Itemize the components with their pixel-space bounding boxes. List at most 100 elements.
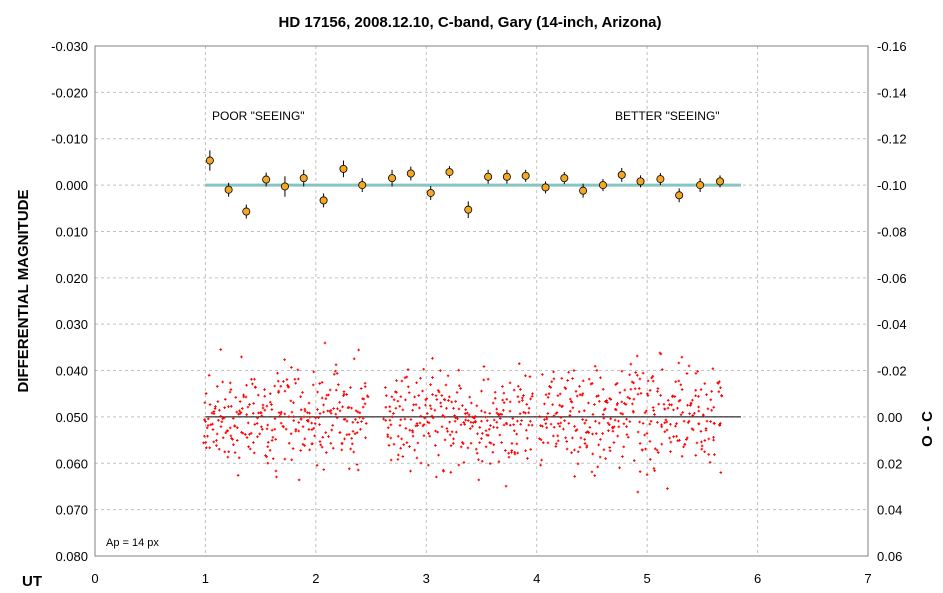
x-axis-tick-labels: 0 1 2 3 4 5 6 7 — [91, 571, 871, 586]
raw-observation-point — [336, 407, 339, 411]
raw-observation-point — [293, 378, 297, 381]
raw-observation-point — [478, 441, 481, 444]
raw-observation-point — [653, 413, 656, 416]
raw-observation-point — [680, 355, 684, 359]
raw-observation-point — [473, 415, 477, 418]
raw-observation-point — [434, 394, 438, 397]
raw-observation-point — [396, 399, 400, 403]
raw-observation-point — [287, 415, 291, 418]
raw-observation-point — [630, 380, 634, 384]
raw-observation-point — [614, 383, 618, 386]
raw-observation-point — [459, 423, 463, 427]
raw-observation-point — [697, 405, 700, 409]
raw-observation-point — [544, 393, 548, 397]
raw-observation-point — [678, 398, 682, 402]
binned-point — [656, 175, 665, 184]
raw-observation-point — [331, 446, 335, 450]
grid — [95, 46, 868, 556]
raw-observation-point — [252, 402, 255, 405]
raw-observation-point — [279, 412, 283, 416]
raw-observation-point — [688, 412, 691, 415]
raw-observation-point — [527, 406, 531, 410]
raw-observation-point — [384, 406, 388, 409]
raw-observation-point — [413, 448, 416, 452]
raw-observation-point — [287, 385, 291, 389]
raw-observation-point — [707, 453, 711, 456]
raw-observation-point — [476, 432, 479, 436]
raw-observation-point — [587, 431, 591, 434]
raw-observation-point — [419, 461, 423, 465]
raw-observation-point — [422, 367, 425, 371]
raw-observation-point — [429, 383, 432, 386]
raw-observation-point — [516, 451, 519, 455]
raw-observation-point — [556, 439, 560, 443]
raw-observation-point — [556, 422, 560, 425]
raw-observation-point — [675, 422, 678, 425]
raw-observation-point — [338, 400, 341, 404]
raw-observation-point — [552, 370, 555, 374]
raw-observation-point — [601, 413, 605, 416]
raw-observation-point — [656, 390, 659, 393]
raw-observation-point — [709, 420, 712, 423]
raw-observation-point — [231, 438, 234, 441]
raw-observation-point — [247, 445, 250, 448]
raw-observation-point — [235, 439, 239, 442]
raw-observation-point — [395, 379, 398, 382]
y-tick-label: -0.020 — [51, 85, 88, 100]
raw-observation-point — [517, 400, 521, 404]
raw-observation-point — [281, 424, 285, 428]
y-tick-label: 0.050 — [55, 410, 88, 425]
raw-observation-point — [416, 424, 419, 427]
binned-point — [464, 205, 473, 214]
raw-observation-point — [522, 410, 526, 414]
raw-observation-point — [334, 369, 337, 373]
raw-observation-point — [468, 427, 472, 430]
raw-observation-point — [564, 436, 567, 440]
raw-observation-point — [237, 456, 241, 460]
raw-observation-point — [507, 451, 510, 455]
raw-observation-point — [270, 403, 273, 406]
raw-observation-point — [232, 443, 235, 447]
raw-observation-point — [429, 404, 432, 408]
raw-observation-point — [426, 412, 429, 415]
raw-observation-point — [513, 452, 517, 456]
raw-observation-point — [282, 380, 285, 383]
raw-observation-point — [219, 425, 223, 428]
raw-observation-point — [274, 438, 277, 441]
raw-observation-point — [363, 381, 367, 385]
raw-observation-point — [445, 407, 448, 410]
raw-observation-point — [229, 388, 233, 391]
raw-observation-point — [666, 406, 670, 410]
raw-observation-point — [641, 371, 645, 375]
raw-observation-point — [358, 411, 362, 415]
raw-observation-point — [512, 388, 516, 392]
raw-observation-point — [270, 428, 274, 432]
raw-observation-point — [464, 412, 467, 415]
raw-observation-point — [258, 432, 261, 436]
raw-observation-point — [482, 365, 486, 368]
raw-observation-point — [663, 421, 667, 425]
raw-observation-point — [299, 417, 303, 421]
raw-observation-point — [301, 425, 305, 428]
binned-point — [224, 185, 233, 194]
raw-observation-point — [299, 449, 302, 452]
raw-observation-point — [311, 442, 314, 446]
raw-observation-point — [705, 393, 708, 396]
raw-observation-point — [581, 418, 584, 421]
raw-observation-point — [437, 453, 440, 457]
raw-observation-point — [612, 425, 616, 429]
raw-observation-point — [399, 418, 403, 422]
raw-observation-point — [292, 415, 296, 419]
raw-observation-point — [648, 458, 652, 461]
raw-observation-point — [215, 444, 218, 447]
raw-observation-point — [648, 422, 652, 426]
raw-observation-point — [335, 416, 339, 420]
raw-observation-point — [203, 401, 207, 405]
raw-observation-point — [440, 394, 444, 397]
binned-point — [205, 156, 214, 165]
raw-observation-point — [689, 404, 692, 407]
raw-observation-point — [652, 409, 656, 412]
raw-observation-point — [660, 368, 664, 371]
raw-observation-point — [682, 419, 686, 423]
